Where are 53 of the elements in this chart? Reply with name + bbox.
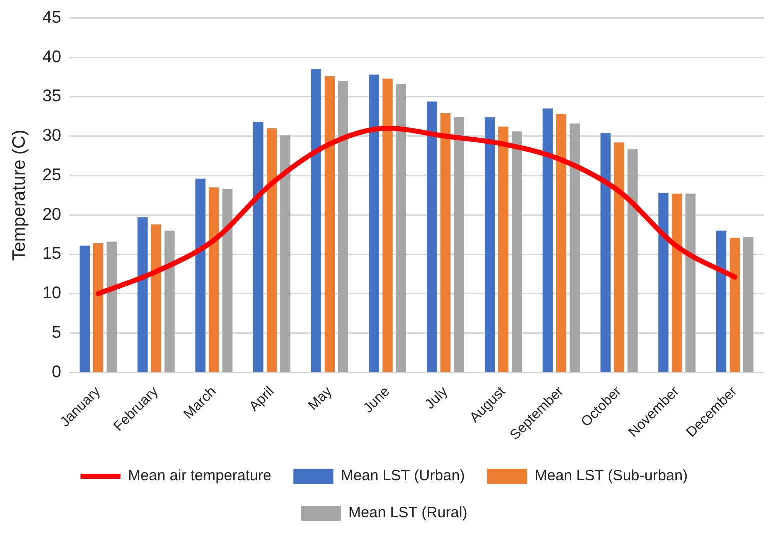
bar — [542, 108, 553, 372]
y-tick-label: 20 — [42, 204, 62, 224]
bar — [556, 114, 567, 372]
legend-label: Mean LST (Sub-urban) — [534, 468, 688, 485]
y-tick-label: 35 — [42, 86, 62, 106]
bar — [369, 74, 380, 372]
bar — [254, 122, 264, 372]
bar — [106, 242, 118, 372]
bar — [267, 128, 278, 372]
y-tick-label: 45 — [42, 8, 62, 27]
bar — [427, 102, 438, 372]
bar — [324, 76, 336, 372]
bar — [716, 230, 727, 372]
bar — [80, 246, 90, 372]
bar — [730, 238, 740, 372]
bar — [222, 189, 233, 372]
bar — [686, 194, 696, 372]
x-tick-label: May — [304, 383, 335, 414]
bar — [338, 81, 349, 372]
bar — [196, 178, 206, 372]
bar — [151, 224, 162, 372]
bar — [498, 126, 509, 372]
bar — [164, 230, 175, 372]
bar — [440, 114, 451, 372]
y-tick-label: 0 — [52, 362, 62, 382]
y-axis-title: Temperature (C) — [8, 130, 29, 261]
bar — [600, 133, 611, 372]
bar — [209, 188, 220, 372]
bar — [628, 148, 638, 372]
y-tick-label: 40 — [42, 47, 62, 66]
y-tick-label: 25 — [42, 165, 62, 184]
bar — [614, 142, 624, 372]
y-tick-label: 10 — [42, 284, 62, 303]
bar — [138, 218, 148, 372]
y-tick-label: 5 — [52, 322, 62, 342]
bar — [485, 117, 496, 372]
bar — [658, 193, 669, 372]
bar — [512, 132, 522, 372]
legend-label: Mean LST (Urban) — [341, 468, 466, 485]
y-tick-label: 30 — [42, 126, 62, 146]
bar — [570, 124, 580, 372]
bar — [744, 237, 754, 372]
y-tick-label: 15 — [42, 244, 62, 264]
bar — [93, 244, 104, 372]
bar — [382, 78, 393, 372]
bar — [672, 194, 682, 372]
bar — [311, 69, 322, 372]
x-tick-label: July — [422, 383, 451, 412]
bar — [280, 136, 291, 372]
bar — [454, 117, 464, 372]
bar — [396, 84, 406, 372]
legend-label: Mean LST (Rural) — [348, 504, 468, 522]
legend-label: Mean air temperature — [128, 468, 272, 485]
